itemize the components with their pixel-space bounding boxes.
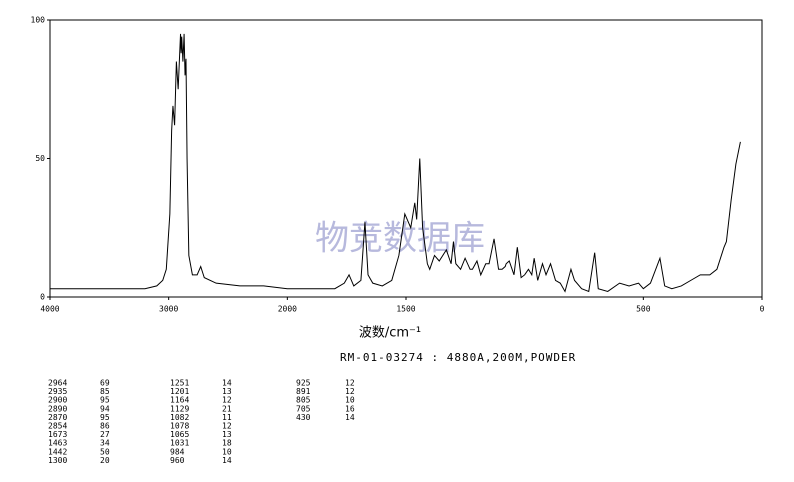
peak-intensity: 14: [222, 456, 232, 465]
spectrum-line: [50, 33, 741, 293]
peak-intensity: 20: [100, 456, 110, 465]
peak-wavenumber: 1300: [48, 456, 67, 465]
x-tick-label: 4000: [40, 305, 59, 314]
watermark: 物竞数据库: [315, 219, 485, 259]
peak-wavenumber: 1164: [170, 396, 189, 405]
x-tick-label: 3000: [159, 305, 178, 314]
peak-intensity: 14: [345, 413, 355, 422]
peak-wavenumber: 805: [296, 396, 311, 405]
peak-intensity: 95: [100, 396, 110, 405]
peak-wavenumber: 705: [296, 404, 311, 413]
peak-intensity: 12: [222, 396, 232, 405]
peak-intensity: 12: [222, 422, 232, 431]
peak-wavenumber: 2890: [48, 404, 67, 413]
peak-wavenumber: 925: [296, 379, 311, 388]
peak-intensity: 95: [100, 413, 110, 422]
x-tick-label: 2000: [278, 305, 297, 314]
peak-wavenumber: 2854: [48, 422, 67, 431]
peak-wavenumber: 1065: [170, 430, 189, 439]
peak-intensity: 18: [222, 439, 232, 448]
peak-intensity: 11: [222, 413, 232, 422]
y-tick-label: 50: [35, 154, 45, 163]
x-tick-label: 1500: [396, 305, 415, 314]
peak-intensity: 12: [345, 387, 355, 396]
peak-intensity: 86: [100, 422, 110, 431]
peak-wavenumber: 1082: [170, 413, 189, 422]
peak-intensity: 21: [222, 404, 232, 413]
peak-wavenumber: 2900: [48, 396, 67, 405]
peak-wavenumber: 1129: [170, 404, 189, 413]
y-tick-label: 100: [31, 16, 46, 25]
peak-intensity: 14: [222, 379, 232, 388]
peak-wavenumber: 1251: [170, 379, 189, 388]
peak-intensity: 10: [222, 447, 232, 456]
peak-wavenumber: 2870: [48, 413, 67, 422]
peak-wavenumber: 960: [170, 456, 185, 465]
peak-wavenumber: 2935: [48, 387, 67, 396]
peak-intensity: 13: [222, 430, 232, 439]
peak-intensity: 94: [100, 404, 110, 413]
peak-intensity: 69: [100, 379, 110, 388]
peak-wavenumber: 1673: [48, 430, 67, 439]
x-tick-label: 500: [636, 305, 651, 314]
peak-intensity: 85: [100, 387, 110, 396]
peak-intensity: 16: [345, 404, 355, 413]
peak-wavenumber: 891: [296, 387, 311, 396]
x-axis-label: 波数/cm⁻¹: [359, 326, 421, 341]
peak-wavenumber: 1463: [48, 439, 67, 448]
peak-wavenumber: 1442: [48, 447, 67, 456]
peak-intensity: 27: [100, 430, 110, 439]
peak-wavenumber: 1031: [170, 439, 189, 448]
peak-intensity: 10: [345, 396, 355, 405]
peak-wavenumber: 430: [296, 413, 311, 422]
peak-wavenumber: 1201: [170, 387, 189, 396]
peak-intensity: 12: [345, 379, 355, 388]
x-tick-label: 0: [760, 305, 765, 314]
peak-intensity: 13: [222, 387, 232, 396]
peak-intensity: 50: [100, 447, 110, 456]
peak-wavenumber: 2964: [48, 379, 67, 388]
chart-title: RM-01-03274 : 4880A,200M,POWDER: [340, 351, 576, 364]
peak-wavenumber: 984: [170, 447, 185, 456]
peak-wavenumber: 1078: [170, 422, 189, 431]
y-tick-label: 0: [40, 293, 45, 302]
peak-intensity: 34: [100, 439, 110, 448]
